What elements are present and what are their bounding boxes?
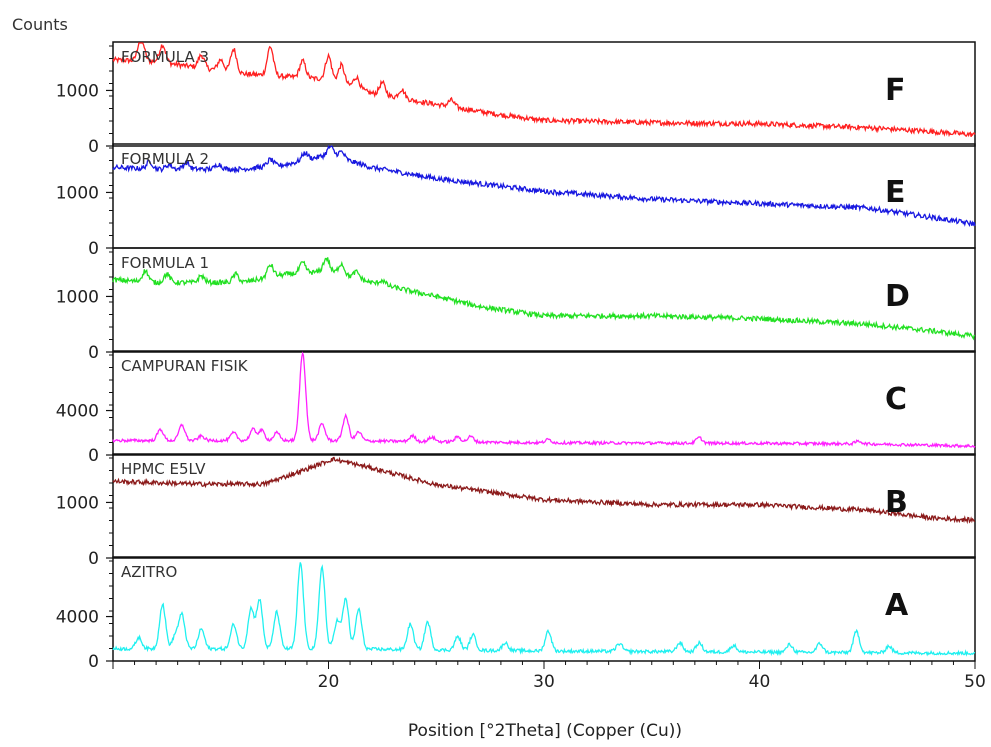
series-formula-2 — [112, 144, 976, 228]
panel-name: AZITRO — [121, 563, 177, 581]
y-tick-label: 0 — [88, 239, 99, 259]
x-tick-label: 40 — [749, 672, 771, 692]
y-tick-label: 4000 — [56, 402, 99, 422]
panel-name: FORMULA 2 — [121, 150, 209, 168]
panel-d: 0 1000 FORMULA 1 D — [56, 247, 976, 363]
x-tick-label: 50 — [964, 672, 986, 692]
y-tick-label: 0 — [88, 343, 99, 363]
series-formula-3 — [112, 42, 976, 138]
panel-letter: F — [885, 73, 906, 108]
panel-letter: D — [885, 279, 910, 314]
panel-b: 0 1000 HPMC E5LV B — [56, 453, 976, 569]
y-tick-label: 1000 — [56, 493, 99, 513]
y-tick-label: 4000 — [56, 608, 99, 628]
x-tick-label: 20 — [318, 672, 340, 692]
series-azitro — [112, 562, 976, 657]
y-tick-label: 1000 — [56, 287, 99, 307]
series-campuran-fisik — [112, 351, 976, 449]
panel-letter: A — [885, 588, 909, 623]
x-tick-label: 30 — [533, 672, 555, 692]
panels-group: 0 1000 FORMULA 3 F 0 1000 FORMULA 2 E 0 1000 FORMU… — [56, 41, 976, 672]
series-hpmc-e5lv — [112, 456, 976, 525]
y-tick-label: 0 — [88, 137, 99, 157]
y-tick-label: 0 — [88, 446, 99, 466]
panel-name: HPMC E5LV — [121, 460, 206, 478]
panel-letter: B — [885, 485, 908, 520]
panel-frame — [112, 453, 976, 559]
panel-frame — [112, 350, 976, 456]
y-tick-label: 0 — [88, 549, 99, 569]
panel-frame — [112, 143, 976, 249]
panel-e: 0 1000 FORMULA 2 E — [56, 143, 976, 259]
panel-name: FORMULA 1 — [121, 254, 209, 272]
series-formula-1 — [112, 257, 976, 341]
y-axis-label: Counts — [12, 15, 68, 34]
panel-frame — [112, 247, 976, 353]
panel-f: 0 1000 FORMULA 3 F — [56, 41, 976, 157]
panel-frame — [112, 41, 976, 147]
y-tick-label: 1000 — [56, 81, 99, 101]
panel-name: CAMPURAN FISIK — [121, 357, 249, 375]
panel-c: 0 4000 CAMPURAN FISIK C — [56, 350, 976, 466]
panel-a: 0 4000 AZITRO A — [56, 556, 976, 672]
panel-letter: C — [885, 382, 907, 417]
x-axis: 20 30 40 50 — [112, 661, 986, 692]
y-tick-label: 1000 — [56, 183, 99, 203]
x-axis-label: Position [°2Theta] (Copper (Cu)) — [408, 721, 682, 741]
y-tick-label: 0 — [88, 652, 99, 672]
panel-name: FORMULA 3 — [121, 48, 209, 66]
panel-letter: E — [885, 175, 906, 210]
